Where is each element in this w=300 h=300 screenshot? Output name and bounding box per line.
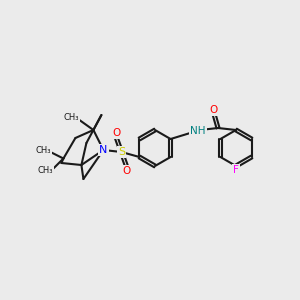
Text: O: O bbox=[122, 166, 130, 176]
Text: CH₃: CH₃ bbox=[64, 113, 79, 122]
Text: F: F bbox=[233, 165, 239, 175]
Text: NH: NH bbox=[190, 126, 206, 136]
Text: O: O bbox=[210, 105, 218, 115]
Text: N: N bbox=[99, 145, 108, 155]
Text: CH₃: CH₃ bbox=[38, 166, 53, 175]
Text: S: S bbox=[118, 147, 125, 157]
Text: CH₃: CH₃ bbox=[36, 146, 51, 155]
Text: O: O bbox=[112, 128, 121, 138]
